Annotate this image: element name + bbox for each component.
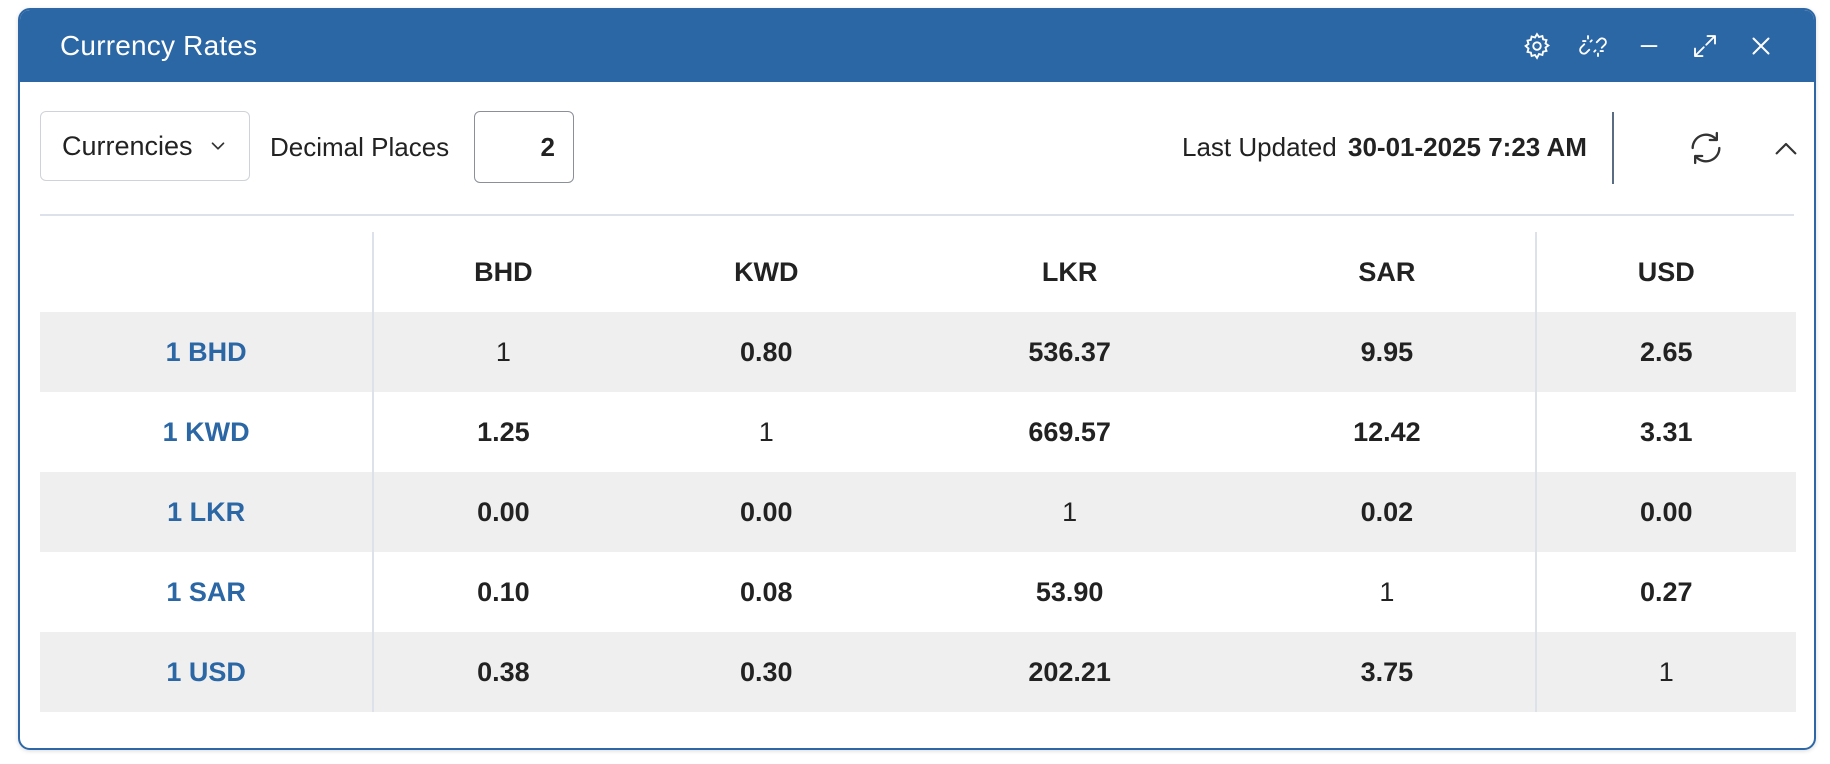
table-row: 1 BHD 1 0.80 536.37 9.95 2.65 [40,312,1796,392]
last-updated-value: 30-01-2025 7:23 AM [1348,132,1587,162]
table-row: 1 KWD 1.25 1 669.57 12.42 3.31 [40,392,1796,472]
column-header: KWD [734,256,799,287]
row-header-link[interactable]: 1 LKR [40,472,375,552]
chevron-down-icon [211,142,224,150]
rate-cell: 0.38 [477,656,530,687]
rate-cell: 53.90 [1035,576,1104,607]
rate-cell: 2.65 [1640,336,1693,367]
rate-cell: 669.57 [1028,416,1111,447]
corner-header-cell [40,232,375,312]
rate-cell: 0.10 [477,576,530,607]
rate-cell: 9.95 [1239,312,1537,392]
rate-cell: 202.21 [1028,656,1111,687]
currency-rates-window: Currency Rates [18,8,1816,750]
toolbar-divider [1612,112,1614,184]
currencies-dropdown-label: Currencies [62,130,193,161]
window-actions [1522,31,1776,61]
row-header-link[interactable]: 1 KWD [40,392,375,472]
rate-cell: 0.00 [477,496,530,527]
rate-cell: 0.02 [1239,472,1537,552]
refresh-icon[interactable] [1686,128,1726,168]
table-row: 1 USD 0.38 0.30 202.21 3.75 1 [40,632,1796,712]
rate-cell: 536.37 [1028,336,1111,367]
rate-cell: 3.75 [1239,632,1537,712]
unlink-icon[interactable] [1578,31,1608,61]
row-header-link[interactable]: 1 BHD [40,312,375,392]
rate-cell: 1 [1062,496,1078,527]
last-updated-label: Last Updated [1182,132,1337,162]
rate-cell: 0.08 [740,576,793,607]
rate-cell: 12.42 [1239,392,1537,472]
currencies-dropdown[interactable]: Currencies [40,111,250,181]
title-bar: Currency Rates [20,10,1814,82]
rate-cell: 0.27 [1640,576,1693,607]
minimize-icon[interactable] [1634,31,1664,61]
decimal-places-input[interactable] [474,111,574,183]
rate-cell: 1 [495,336,511,367]
close-icon[interactable] [1746,31,1776,61]
gear-icon[interactable] [1522,31,1552,61]
row-header-link[interactable]: 1 SAR [40,552,375,632]
column-header: BHD [474,256,533,287]
rate-cell: 1.25 [477,416,530,447]
table-header-row: BHD KWD LKR SAR USD [40,232,1796,312]
toolbar: Currencies Decimal Places Last Updated 3… [40,82,1797,216]
rate-cell: 0.00 [1640,496,1693,527]
column-header: LKR [1041,256,1098,287]
table-row: 1 SAR 0.10 0.08 53.90 1 0.27 [40,552,1796,632]
currency-rates-table: BHD KWD LKR SAR USD 1 BHD 1 0.80 536.37 … [40,232,1796,712]
window-title: Currency Rates [60,30,258,61]
expand-icon[interactable] [1690,31,1720,61]
decimal-places-label: Decimal Places [270,132,450,162]
rate-cell: 1 [1658,656,1674,687]
rate-cell: 1 [1239,552,1537,632]
rate-cell: 0.30 [740,656,793,687]
column-header: SAR [1239,232,1537,312]
column-header: USD [1637,256,1695,287]
rate-cell: 0.80 [740,336,793,367]
rate-cell: 1 [758,416,774,447]
row-header-link[interactable]: 1 USD [40,632,375,712]
table-row: 1 LKR 0.00 0.00 1 0.02 0.00 [40,472,1796,552]
chevron-up-icon[interactable] [1770,132,1802,164]
rate-cell: 0.00 [740,496,793,527]
rate-cell: 3.31 [1640,416,1693,447]
